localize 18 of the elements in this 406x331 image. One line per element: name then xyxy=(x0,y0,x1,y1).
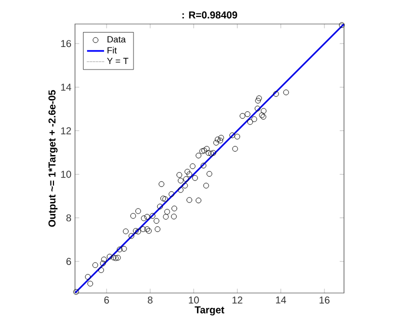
y-axis-title: Output ~= 1*Target + -2.6e-05 xyxy=(48,90,58,227)
y-tick-label: 12 xyxy=(61,127,71,134)
legend-label: Y = T xyxy=(107,58,128,64)
x-tick-label: 8 xyxy=(148,296,152,304)
x-tick-label: 10 xyxy=(188,296,199,304)
legend-label: Data xyxy=(108,36,126,43)
x-tick-label: 14 xyxy=(276,296,286,304)
y-tick-label: 16 xyxy=(61,40,72,48)
y-tick-label: 10 xyxy=(61,170,72,178)
chart-title: : R=0.98409 xyxy=(182,11,238,18)
x-tick-label: 6 xyxy=(104,296,109,304)
y-tick-label: 8 xyxy=(66,214,72,222)
x-tick-label: 12 xyxy=(232,296,242,304)
y-tick-label: 14 xyxy=(61,84,72,91)
x-tick-label: 16 xyxy=(320,296,330,304)
y-tick-label: 6 xyxy=(66,258,72,265)
x-axis-title: Target xyxy=(194,306,224,316)
legend-label: Fit xyxy=(108,46,117,54)
